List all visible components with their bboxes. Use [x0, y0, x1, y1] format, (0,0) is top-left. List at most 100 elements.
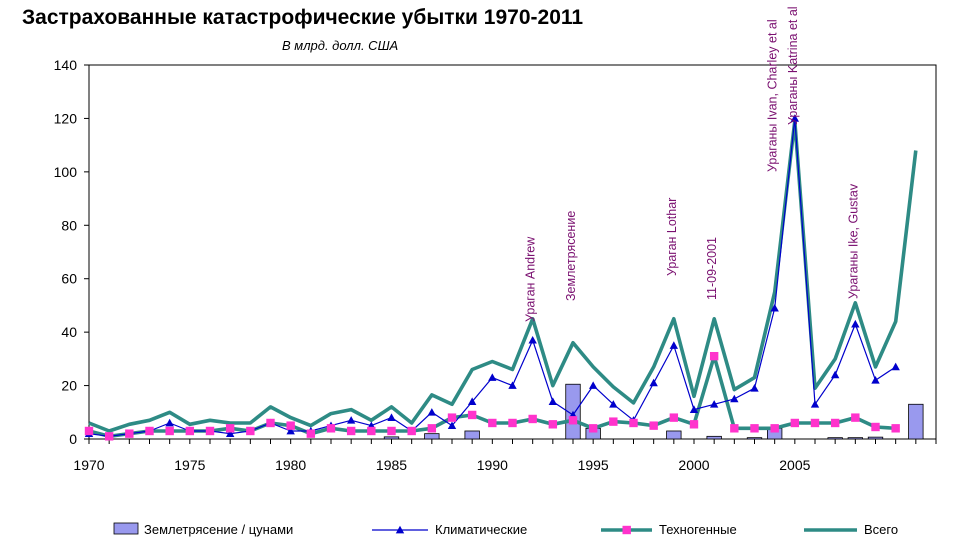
point-climatic: [891, 362, 900, 371]
point-technogenic: [407, 426, 416, 436]
point-technogenic: [891, 424, 900, 433]
point-technogenic: [225, 424, 235, 433]
legend-label-climatic: Климатические: [435, 522, 527, 537]
legend-label-total: Всего: [864, 522, 898, 537]
point-technogenic: [387, 426, 396, 436]
legend-marker-climatic: [395, 525, 405, 534]
point-technogenic: [246, 426, 255, 436]
x-tick-label: 1990: [477, 457, 508, 473]
series-line-total: [88, 119, 918, 433]
point-technogenic: [165, 426, 174, 436]
point-technogenic: [326, 424, 336, 433]
point-technogenic: [427, 424, 437, 433]
point-climatic: [609, 400, 618, 408]
bar-earthquake: [827, 437, 843, 440]
point-climatic: [790, 114, 800, 122]
point-technogenic: [367, 426, 376, 436]
point-climatic: [346, 416, 356, 424]
point-climatic: [730, 394, 739, 403]
event-annotation: Ураганы Ivan, Charley et al: [766, 19, 780, 172]
point-climatic: [165, 418, 174, 427]
y-tick-label: 0: [69, 431, 77, 447]
point-technogenic: [669, 413, 679, 422]
x-tick-label: 2005: [779, 457, 810, 473]
point-climatic: [709, 400, 719, 408]
bar-earthquake: [908, 403, 924, 440]
point-technogenic: [770, 424, 779, 433]
bar-earthquake: [424, 433, 440, 440]
point-technogenic: [851, 413, 860, 422]
point-climatic: [851, 319, 860, 328]
point-technogenic: [185, 426, 195, 436]
point-climatic: [750, 384, 759, 392]
event-annotation: Ураган Andrew: [524, 236, 538, 322]
legend-label-earthquake: Землетрясение / цунами: [144, 522, 293, 537]
point-climatic: [225, 429, 235, 438]
point-climatic: [830, 370, 840, 379]
point-technogenic: [871, 422, 880, 432]
point-technogenic: [548, 420, 558, 429]
y-tick-label: 40: [61, 324, 77, 340]
x-tick-label: 1985: [376, 457, 407, 473]
point-technogenic: [810, 418, 820, 428]
point-climatic: [669, 341, 679, 349]
point-technogenic: [488, 418, 497, 428]
event-annotation: Землетрясение: [564, 211, 578, 301]
point-climatic: [488, 373, 497, 381]
point-technogenic: [689, 420, 699, 429]
point-climatic: [810, 400, 820, 408]
point-technogenic: [104, 432, 114, 441]
point-technogenic: [568, 416, 578, 425]
x-tick-label: 1970: [73, 457, 104, 473]
y-tick-label: 80: [61, 217, 77, 233]
point-technogenic: [145, 426, 154, 436]
y-tick-label: 120: [54, 110, 78, 126]
point-technogenic: [609, 417, 618, 426]
point-climatic: [548, 397, 558, 405]
point-technogenic: [629, 418, 638, 428]
point-climatic: [286, 426, 295, 435]
point-climatic: [387, 413, 396, 421]
point-technogenic: [750, 424, 759, 433]
point-technogenic: [84, 426, 94, 436]
bar-earthquake: [666, 430, 682, 440]
point-technogenic: [306, 429, 316, 438]
y-tick-label: 100: [54, 164, 78, 180]
point-climatic: [588, 381, 598, 389]
chart-title: Застрахованные катастрофические убытки 1…: [22, 6, 584, 29]
point-technogenic: [709, 351, 719, 361]
point-technogenic: [790, 418, 800, 428]
point-technogenic: [467, 410, 477, 420]
point-technogenic: [205, 426, 215, 436]
x-tick-label: 1975: [174, 457, 205, 473]
point-technogenic: [125, 429, 134, 438]
point-technogenic: [830, 418, 840, 428]
event-annotation: 11-09-2001: [705, 237, 719, 300]
bar-earthquake: [706, 435, 722, 440]
point-technogenic: [649, 421, 658, 430]
x-tick-label: 2000: [678, 457, 709, 473]
legend-swatch-earthquake: [113, 522, 139, 535]
point-climatic: [528, 335, 537, 344]
point-technogenic: [447, 413, 457, 422]
y-tick-label: 60: [61, 271, 77, 287]
y-tick-label: 20: [61, 378, 77, 394]
point-technogenic: [730, 424, 739, 433]
point-climatic: [467, 397, 477, 405]
x-tick-label: 1980: [275, 457, 306, 473]
point-technogenic: [588, 424, 598, 433]
point-technogenic: [346, 426, 356, 436]
point-technogenic: [286, 421, 295, 430]
chart-subtitle: В млрд. долл. США: [282, 38, 399, 53]
point-climatic: [649, 378, 658, 387]
y-tick-label: 140: [54, 57, 78, 73]
x-tick-label: 1995: [578, 457, 609, 473]
event-annotation: Ураганы Ike, Gustav: [846, 183, 860, 299]
legend-label-technogenic: Техногенные: [659, 522, 737, 537]
event-annotation: Ураганы Katrina et al: [786, 6, 800, 125]
event-annotation: Ураган Lothar: [665, 198, 679, 276]
bar-earthquake: [746, 437, 763, 440]
point-climatic: [447, 421, 457, 430]
point-climatic: [770, 303, 779, 312]
